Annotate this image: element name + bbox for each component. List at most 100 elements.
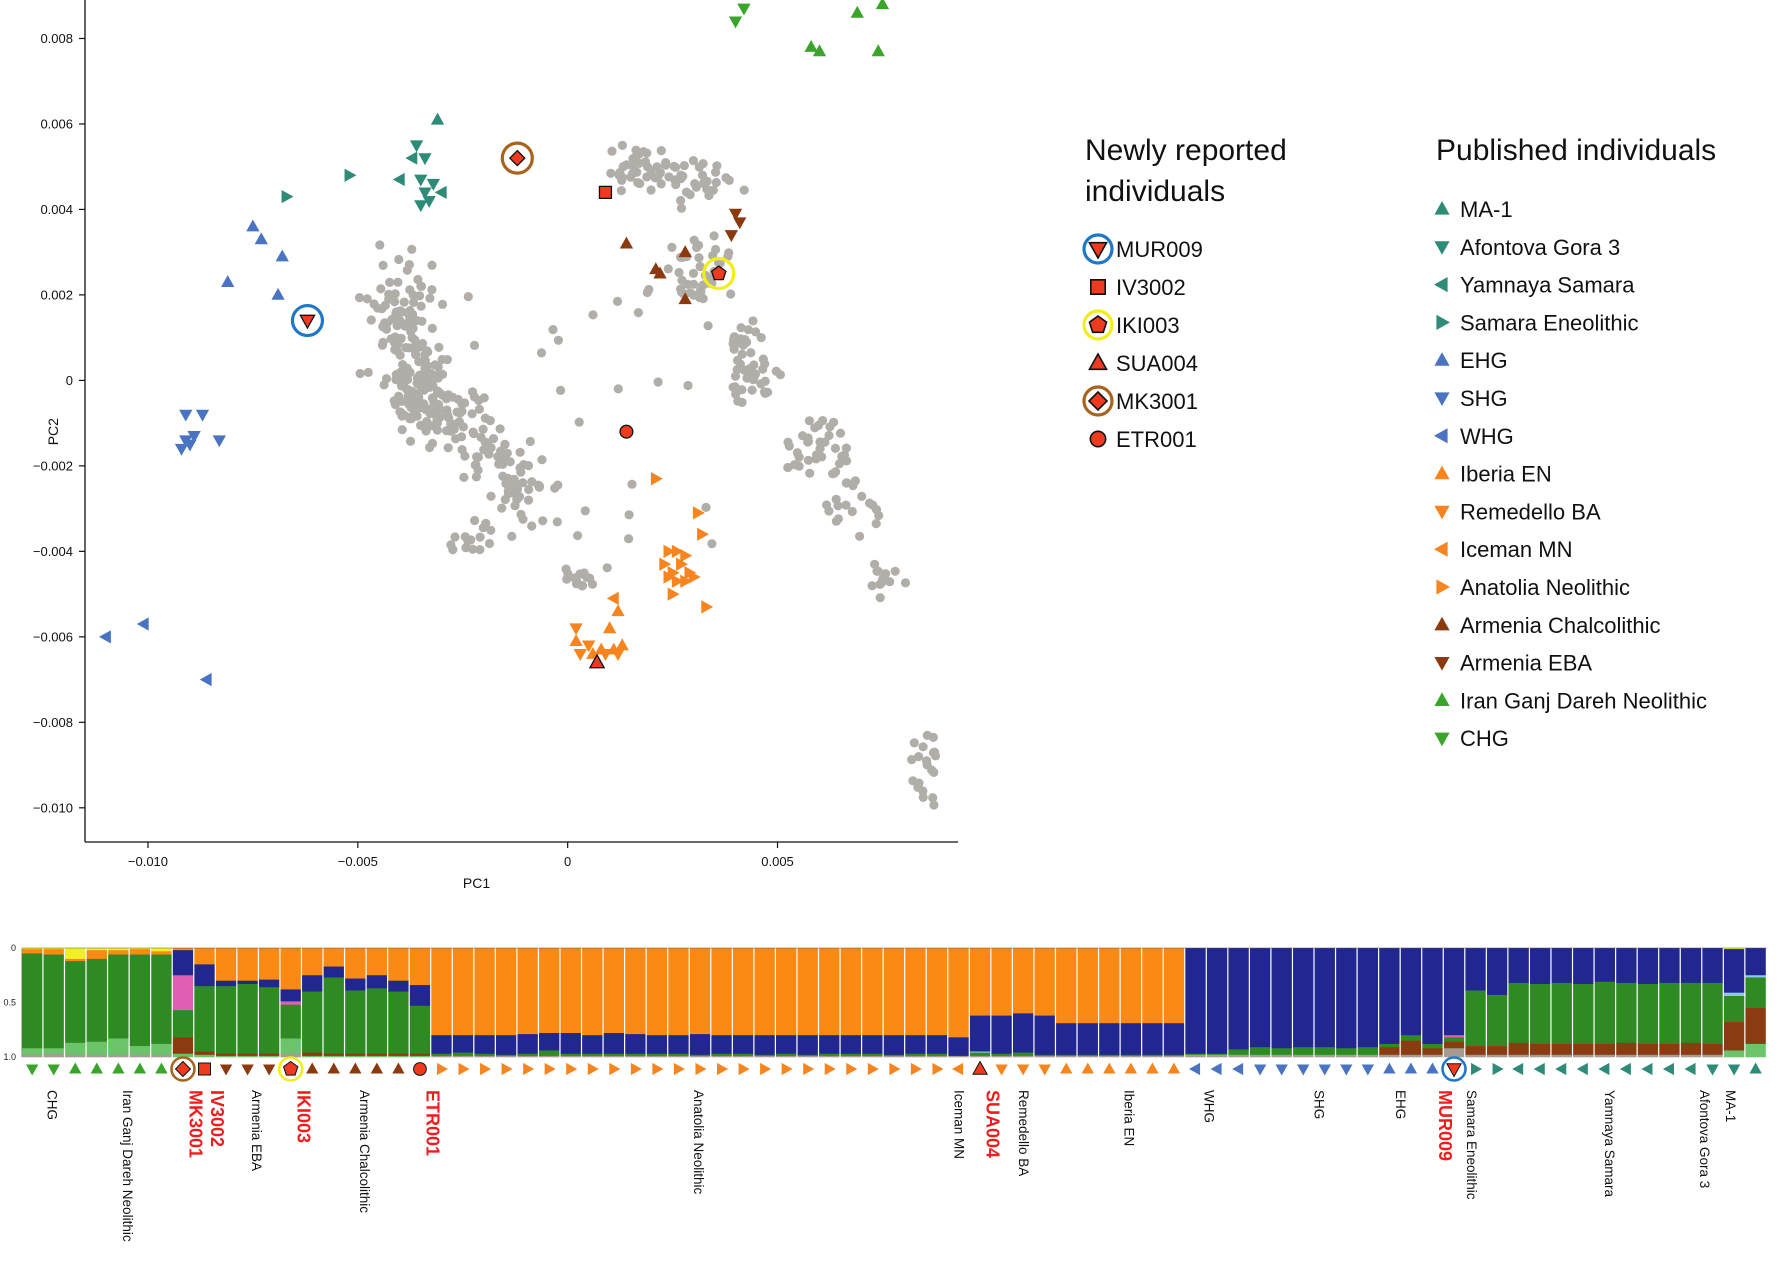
bar-segment-blue — [495, 1035, 517, 1056]
bar-marker — [803, 1062, 815, 1076]
background-point — [697, 170, 708, 180]
background-point — [441, 394, 452, 404]
bar-segment-green — [495, 1054, 517, 1057]
data-point — [680, 574, 693, 588]
bar-segment-orange — [323, 948, 344, 967]
background-point — [394, 254, 404, 265]
bar-segment-grey — [474, 1055, 495, 1058]
data-point — [688, 570, 701, 584]
bar-marker — [1662, 1062, 1675, 1076]
bar-marker — [566, 1062, 578, 1076]
y-tick-label: −0.008 — [33, 715, 73, 730]
bar-marker — [1146, 1062, 1159, 1074]
background-point — [537, 455, 547, 465]
background-point — [390, 289, 400, 299]
bar-segment-orange — [539, 948, 560, 1034]
bar-segment-grey — [1357, 1055, 1379, 1058]
data-point — [619, 424, 634, 439]
background-point — [614, 170, 624, 180]
bar-segment-brown — [1680, 1042, 1702, 1056]
bar-marker — [1576, 1062, 1588, 1076]
background-point — [443, 443, 453, 453]
background-point — [362, 294, 372, 304]
bar-segment-orange — [646, 948, 668, 1036]
bar-segment-blue — [1422, 948, 1443, 1045]
background-point — [728, 382, 738, 392]
group-label: EHG — [1393, 1090, 1408, 1119]
legend-label: Armenia Chalcolithic — [1460, 613, 1661, 638]
bar-segment-blue — [1228, 948, 1249, 1050]
data-point — [804, 40, 818, 52]
group-label: Remedello BA — [1016, 1090, 1031, 1176]
bar-segment-lightblue — [1745, 975, 1766, 978]
background-point — [760, 359, 770, 369]
bar-column — [1185, 948, 1206, 1076]
bar-column — [969, 948, 991, 1075]
bar-marker — [1555, 1062, 1567, 1076]
bar-segment-lightgreen — [1723, 1050, 1745, 1058]
data-point — [611, 604, 625, 617]
background-point — [479, 445, 489, 455]
background-point — [412, 390, 422, 401]
background-point — [671, 162, 681, 172]
legend-marker — [1436, 314, 1450, 330]
legend-marker — [1088, 352, 1108, 371]
background-point — [384, 289, 394, 299]
bar-segment-grey — [1077, 1055, 1098, 1058]
bar-column — [170, 948, 196, 1082]
data-point — [299, 314, 316, 330]
data-point — [418, 187, 432, 200]
legend-item-iran-ganj-dareh-neolithic: Iran Ganj Dareh Neolithic — [1434, 688, 1707, 713]
bar-segment-green — [1336, 1048, 1357, 1056]
background-point — [430, 422, 440, 432]
bar-marker — [1124, 1062, 1138, 1074]
bar-segment-grey — [797, 1055, 818, 1058]
background-point — [448, 545, 458, 555]
bar-segment-green — [1594, 981, 1615, 1045]
bar-segment-blue — [323, 966, 344, 978]
background-point — [507, 531, 517, 542]
background-point — [606, 168, 616, 178]
x-axis-label: PC1 — [463, 875, 490, 891]
bar-segment-green — [237, 983, 258, 1055]
bar-segment-grey — [625, 1055, 646, 1058]
bar-column — [1422, 948, 1443, 1074]
bar-y-tick-label: 1.0 — [3, 1052, 16, 1062]
background-point — [416, 420, 426, 430]
bar-column — [797, 948, 818, 1076]
background-point — [375, 240, 385, 250]
background-point — [475, 545, 485, 555]
bar-segment-green — [797, 1054, 818, 1057]
bar-marker — [972, 1060, 989, 1075]
bar-column — [732, 948, 754, 1076]
background-point — [900, 578, 911, 588]
bar-segment-blue — [1034, 1015, 1055, 1056]
background-point — [676, 203, 687, 213]
bar-segment-green — [1422, 1043, 1443, 1049]
bar-segment-orange — [625, 948, 646, 1035]
bar-segment-blue — [1293, 948, 1314, 1048]
background-point — [437, 299, 448, 309]
bar-segment-orange — [582, 948, 603, 1036]
bar-segment-green — [969, 1052, 991, 1057]
bar-segment-blue — [280, 989, 301, 1002]
background-point — [736, 323, 746, 333]
bar-column — [194, 948, 215, 1076]
background-point — [876, 578, 887, 588]
data-point — [875, 0, 890, 10]
bar-segment-blue — [1723, 949, 1745, 993]
data-point — [434, 185, 447, 199]
bar-column — [1142, 948, 1163, 1074]
data-point — [598, 185, 613, 199]
highlight-ring — [1082, 233, 1114, 265]
bar-column — [1723, 948, 1745, 1076]
background-point — [830, 443, 841, 453]
bar-column — [711, 948, 732, 1076]
bar-column — [1056, 948, 1077, 1074]
background-point — [480, 437, 490, 447]
background-point — [618, 162, 628, 172]
background-point — [457, 432, 467, 442]
bar-segment-orange — [237, 948, 258, 981]
bar-segment-lightgreen — [65, 1042, 86, 1056]
background-point — [929, 800, 939, 810]
